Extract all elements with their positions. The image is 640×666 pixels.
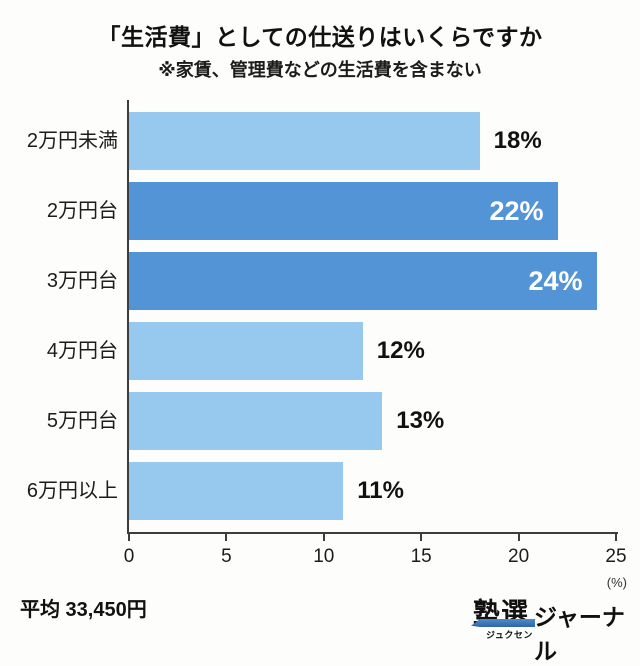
bar xyxy=(129,112,480,170)
bar-row: 4万円台 12% xyxy=(0,322,640,380)
y-axis-line xyxy=(127,100,129,534)
x-tick-label: 0 xyxy=(123,546,135,567)
bar-value-label: 12% xyxy=(376,337,425,364)
bar-row: 2万円未満 18% xyxy=(0,112,640,170)
average-note: 平均 33,450円 xyxy=(20,599,147,621)
x-tick-label: 10 xyxy=(313,546,335,567)
bar-row: 5万円台 13% xyxy=(0,392,640,450)
bar-chart: 2万円未満 18% 2万円台 22% 3万円台 24% 4万円台 12% 5万円台 13% 6万円以… xyxy=(0,95,640,605)
category-label: 3万円台 xyxy=(46,270,118,292)
x-tick-mark xyxy=(225,534,228,541)
category-label: 5万円台 xyxy=(46,410,118,432)
bar-value-label: 24% xyxy=(528,266,583,296)
x-axis-line xyxy=(127,532,618,534)
category-label: 4万円台 xyxy=(46,340,118,362)
category-label: 6万円以上 xyxy=(26,480,118,502)
bar xyxy=(129,392,383,450)
x-tick-mark xyxy=(517,534,520,541)
category-label: 2万円未満 xyxy=(26,130,118,152)
x-tick-label: 25 xyxy=(605,546,627,567)
bar: 22% xyxy=(129,182,558,240)
chart-subtitle: ※家賃、管理費などの生活費を含まない xyxy=(158,60,482,80)
bar xyxy=(129,322,363,380)
bar xyxy=(129,462,344,520)
chart-title: 「生活費」としての仕送りはいくらですか xyxy=(97,24,543,50)
x-tick-mark xyxy=(128,534,130,541)
bar-row: 2万円台 22% xyxy=(0,182,640,240)
x-tick-mark xyxy=(615,534,617,541)
bar-value-label: 22% xyxy=(489,196,544,226)
x-axis-unit-label: (%) xyxy=(606,575,627,590)
logo-furigana-text: ジュクセン xyxy=(486,630,533,640)
x-tick-mark xyxy=(420,534,423,541)
bar-row: 3万円台 24% xyxy=(0,252,640,310)
x-tick-label: 5 xyxy=(221,546,232,567)
bar: 24% xyxy=(129,252,597,310)
bar-row: 6万円以上 11% xyxy=(0,462,640,520)
pencil-underline-icon xyxy=(471,619,535,627)
bar-value-label: 13% xyxy=(396,407,445,434)
x-tick-mark xyxy=(322,534,325,541)
jukusen-journal-logo: 塾選 ジュクセン ジャーナル xyxy=(465,588,625,664)
logo-suffix-text: ジャーナル xyxy=(534,604,625,664)
bar-value-label: 11% xyxy=(357,477,404,504)
bar-value-label: 18% xyxy=(493,127,542,154)
x-tick-label: 20 xyxy=(508,546,530,567)
category-label: 2万円台 xyxy=(46,200,118,222)
x-tick-label: 15 xyxy=(410,546,432,567)
